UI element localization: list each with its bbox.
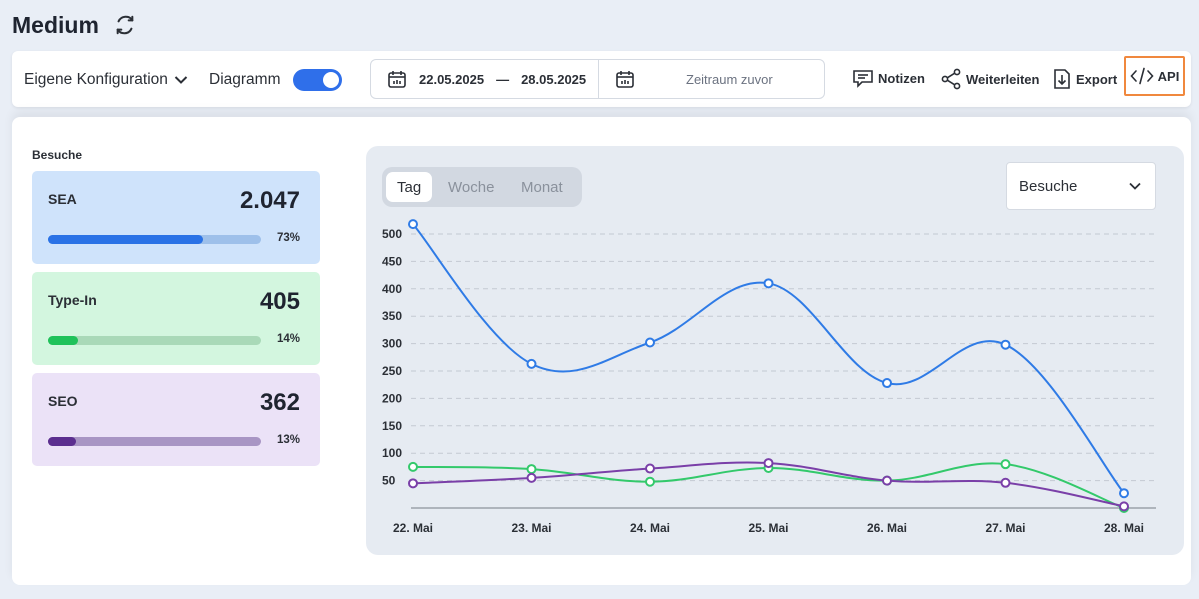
diagram-toggle[interactable] (293, 69, 342, 91)
data-point (1000, 459, 1011, 470)
y-tick-label: 250 (382, 364, 402, 378)
progress-fill (48, 336, 78, 345)
y-tick-label: 450 (382, 254, 402, 268)
date-divider (598, 60, 599, 98)
channel-name: SEO (48, 393, 78, 409)
share-label: Weiterleiten (966, 71, 1040, 87)
calendar-icon (616, 71, 634, 88)
data-point (1119, 488, 1129, 499)
channel-percent: 13% (276, 434, 300, 446)
channel-percent: 73% (276, 232, 300, 244)
channel-card-type-in[interactable]: Type-In 405 14% (32, 272, 320, 365)
export-button[interactable]: Export (1052, 68, 1117, 90)
y-tick-label: 100 (382, 446, 402, 460)
progress-fill (48, 235, 204, 244)
x-tick-label: 24. Mai (630, 521, 670, 535)
previous-period-field[interactable]: Zeitraum zuvor (686, 72, 773, 87)
data-point (763, 278, 774, 289)
data-point (1119, 501, 1129, 512)
x-tick-label: 28. Mai (1104, 521, 1144, 535)
channel-name: SEA (48, 191, 77, 207)
date-end: 28.05.2025 (521, 72, 587, 87)
toolbar: Eigene Konfiguration Diagramm 22.05.2025… (12, 51, 1191, 107)
metric-select[interactable]: Besuche (1006, 162, 1156, 210)
refresh-icon[interactable] (114, 14, 136, 36)
summary-label: Besuche (32, 148, 83, 162)
y-tick-label: 500 (382, 227, 402, 241)
diagram-label: Diagramm (209, 71, 281, 88)
data-point (526, 358, 537, 369)
code-icon (1130, 67, 1154, 85)
tab-week[interactable]: Woche (448, 178, 495, 196)
share-button[interactable]: Weiterleiten (940, 68, 1039, 90)
x-tick-label: 25. Mai (748, 521, 788, 535)
y-tick-label: 400 (382, 282, 402, 296)
channel-value: 2.047 (239, 187, 300, 214)
calendar-icon (388, 71, 406, 88)
data-point (763, 458, 774, 469)
data-point (882, 475, 892, 486)
chart-panel: Tag Woche Monat Besuche 50 100 150 200 250 30… (366, 146, 1184, 555)
config-dropdown[interactable]: Eigene Konfiguration (24, 71, 188, 89)
y-tick-label: 50 (382, 474, 396, 488)
date-range-text: 22.05.2025 — 28.05.2025 (419, 72, 586, 87)
y-tick-label: 150 (382, 419, 402, 433)
x-tick-label: 22. Mai (393, 521, 433, 535)
channel-value: 405 (259, 288, 300, 315)
main-panel: Besuche SEA 2.047 73% Type-In 405 14% SE… (12, 117, 1191, 585)
data-point (526, 464, 537, 475)
y-tick-label: 350 (382, 309, 402, 323)
channel-name: Type-In (48, 292, 97, 308)
notes-label: Notizen (878, 70, 925, 86)
channel-value: 362 (259, 389, 300, 416)
notes-icon (853, 70, 873, 88)
data-point (645, 476, 655, 487)
x-tick-label: 23. Mai (511, 521, 551, 535)
data-point (645, 337, 655, 348)
metric-select-value: Besuche (1019, 177, 1078, 195)
data-point (1000, 339, 1011, 350)
data-point (408, 461, 418, 472)
progress-fill (48, 437, 76, 446)
toggle-knob (323, 72, 339, 88)
date-start: 22.05.2025 (419, 72, 485, 87)
channel-card-seo[interactable]: SEO 362 13% (32, 373, 320, 466)
period-tabs: Tag Woche Monat (382, 167, 582, 207)
page-title: Medium (12, 12, 99, 38)
progress-track (48, 336, 261, 345)
config-label: Eigene Konfiguration (24, 71, 168, 88)
data-point (408, 219, 418, 230)
data-point (645, 463, 655, 474)
data-point (882, 378, 892, 389)
y-tick-label: 300 (382, 337, 402, 351)
channel-card-sea[interactable]: SEA 2.047 73% (32, 171, 320, 264)
progress-track (48, 235, 261, 244)
channel-percent: 14% (276, 333, 300, 345)
chevron-down-icon (174, 76, 188, 84)
y-tick-label: 200 (382, 391, 402, 405)
notes-button[interactable]: Notizen (852, 68, 925, 88)
data-point (526, 472, 537, 483)
tab-day[interactable]: Tag (386, 172, 433, 202)
export-icon (1054, 69, 1070, 89)
chevron-down-icon (1129, 182, 1141, 190)
share-icon (941, 68, 961, 90)
x-tick-label: 27. Mai (985, 521, 1025, 535)
api-button[interactable]: API (1124, 56, 1185, 96)
date-range-picker[interactable]: 22.05.2025 — 28.05.2025 Zeitraum zuvor (370, 59, 825, 99)
tab-month[interactable]: Monat (521, 178, 563, 196)
data-point (408, 478, 418, 489)
date-separator: — (496, 72, 510, 87)
export-label: Export (1076, 71, 1118, 87)
api-label: API (1157, 68, 1180, 84)
progress-track (48, 437, 261, 446)
x-tick-label: 26. Mai (867, 521, 907, 535)
data-point (1000, 477, 1011, 488)
line-chart: 50 100 150 200 250 300 350 400 450 500 22. Mai 23. … (382, 219, 1156, 535)
